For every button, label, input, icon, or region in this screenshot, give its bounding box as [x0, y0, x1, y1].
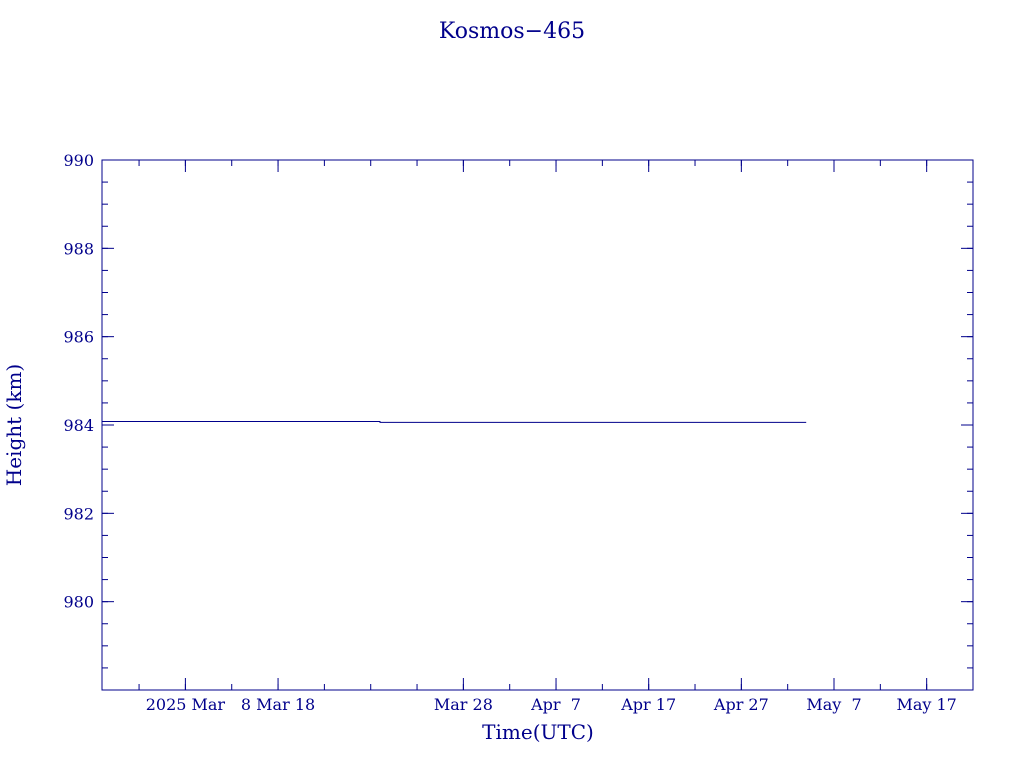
y-tick-label: 980: [63, 593, 94, 612]
height-series-line: [102, 421, 807, 423]
chart-title: Kosmos−465: [439, 19, 585, 44]
x-tick-label: Apr 27: [713, 695, 769, 714]
plot-frame: [101, 159, 974, 691]
x-axis-title: Time(UTC): [482, 720, 594, 744]
x-tick-label: 2025 Mar: [146, 695, 226, 714]
y-tick-label: 984: [63, 416, 94, 435]
x-tick-label: 8 Mar 18: [241, 695, 315, 714]
x-tick-label: Apr 17: [620, 695, 676, 714]
y-tick-label: 988: [63, 239, 94, 258]
axis-ticks: [102, 159, 974, 691]
y-tick-label: 986: [63, 328, 94, 347]
x-tick-label: Mar 28: [434, 695, 493, 714]
series-group: [102, 421, 807, 423]
x-tick-labels: 2025 Mar 8 Mar 18 Mar 28 Apr 7 Apr 17 Apr 27 M…: [146, 695, 957, 714]
x-tick-label: Apr 7: [530, 695, 581, 714]
y-axis-title: Height (km): [2, 364, 26, 486]
y-tick-labels: 980 982 984 986 988 990: [63, 151, 94, 612]
x-tick-label: May 7: [806, 695, 861, 714]
y-tick-label: 982: [63, 504, 94, 523]
x-tick-label: May 17: [896, 695, 956, 714]
y-tick-label: 990: [63, 151, 94, 170]
